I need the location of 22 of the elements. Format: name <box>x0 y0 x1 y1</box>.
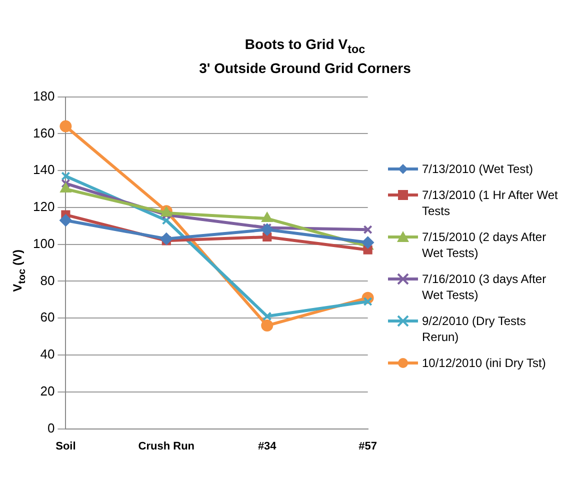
chart-subtitle: 3' Outside Ground Grid Corners <box>198 60 412 76</box>
legend-label: 7/13/2010 (Wet Test) <box>422 160 533 177</box>
y-tick-label: 180 <box>32 88 55 104</box>
y-tick-label: 140 <box>32 162 55 177</box>
y-tick-label: 0 <box>47 420 55 436</box>
y-tick-label: 20 <box>40 383 55 398</box>
legend-label: 9/2/2010 (Dry Tests Rerun) <box>422 312 527 345</box>
x-tick-label: Crush Run <box>138 440 195 452</box>
legend-label: 7/15/2010 (2 days After Wet Tests) <box>422 228 548 261</box>
legend-label: 10/12/2010 (ini Dry Tst) <box>422 354 546 371</box>
x-tick-label: #57 <box>358 440 378 452</box>
y-tick-label: 120 <box>32 198 55 214</box>
x-tick-label: Soil <box>56 440 76 452</box>
y-tick-label: 100 <box>32 236 55 251</box>
x-tick-label: #34 <box>258 440 278 452</box>
y-tick-label: 160 <box>32 125 55 140</box>
y-tick-label: 60 <box>40 310 55 325</box>
legend-label: 7/13/2010 (1 Hr After Wet Tests <box>422 186 558 219</box>
y-tick-label: 40 <box>40 346 55 362</box>
y-tick-label: 80 <box>40 272 55 288</box>
chart-title: Boots to Grid V$_{toc}$ <box>244 36 366 56</box>
legend-label: 7/16/2010 (3 days After Wet Tests) <box>422 270 548 303</box>
